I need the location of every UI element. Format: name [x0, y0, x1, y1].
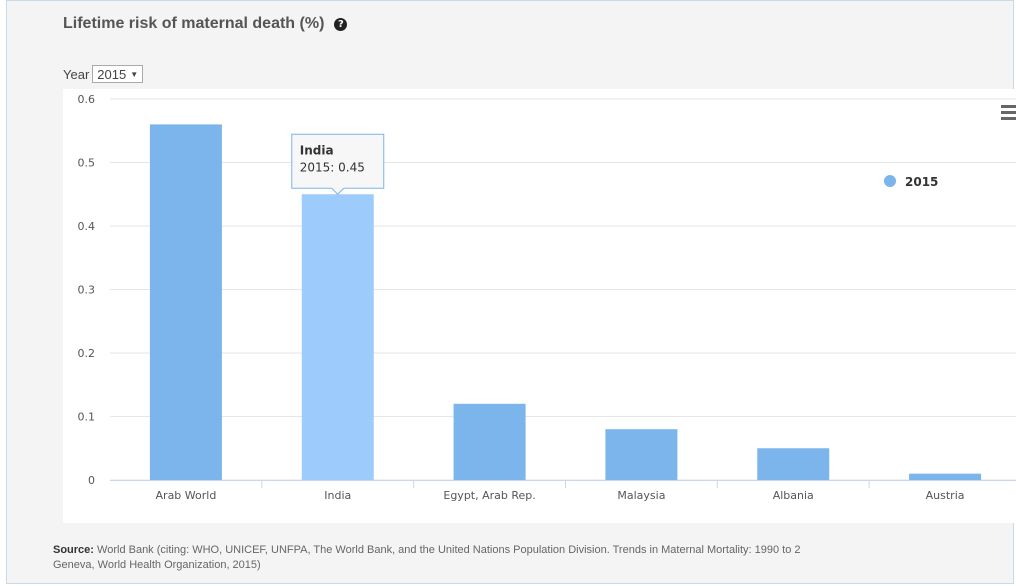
source-note: Source: World Bank (citing: WHO, UNICEF,… [53, 543, 1016, 573]
year-label: Year [63, 66, 90, 82]
tooltip-box [291, 133, 385, 195]
y-tick-label: 0.2 [78, 347, 96, 360]
legend-marker [884, 175, 896, 187]
year-select[interactable]: 2015 ▼ [92, 65, 144, 83]
hamburger-menu-icon[interactable] [1001, 105, 1016, 120]
chevron-down-icon: ▼ [130, 69, 139, 79]
year-select-value: 2015 [97, 66, 127, 82]
source-label: Source: [53, 544, 94, 556]
y-tick-label: 0.1 [78, 411, 96, 424]
tooltip-title: India [300, 143, 334, 157]
x-tick-label: Malaysia [617, 489, 665, 502]
bar-chart: 0 0.1 0.2 0.3 0.4 0.5 0.6 Arab World India Egypt,… [78, 93, 1016, 502]
source-line-2: Geneva, World Health Organization, 2015) [53, 559, 261, 571]
x-tick-label: Austria [926, 489, 965, 502]
y-tick-label: 0 [88, 474, 95, 487]
x-tick-label: Egypt, Arab Rep. [443, 489, 535, 502]
source-line-1: World Bank (citing: WHO, UNICEF, UNFPA, … [97, 544, 801, 556]
chart-title-row: Lifetime risk of maternal death (%) ? [63, 15, 348, 33]
y-tick-label: 0.6 [78, 93, 96, 106]
tooltip-value: 2015: 0.45 [300, 160, 365, 174]
question-circle-icon[interactable]: ? [334, 17, 348, 31]
bar-india [301, 194, 374, 480]
x-tick-label: India [324, 489, 351, 502]
y-tick-label: 0.4 [78, 220, 96, 233]
y-tick-label: 0.5 [78, 157, 96, 170]
year-filter: Year 2015 ▼ [63, 65, 144, 83]
y-tick-label: 0.3 [78, 284, 96, 297]
chart-area: 0 0.1 0.2 0.3 0.4 0.5 0.6 Arab World India Egypt,… [63, 89, 1016, 523]
bar-malaysia [605, 429, 678, 480]
legend-label: 2015 [905, 175, 938, 189]
bar-austria [909, 473, 982, 480]
x-tick-label: Arab World [156, 489, 217, 502]
chart-panel: Lifetime risk of maternal death (%) ? Ye… [6, 0, 1016, 584]
bar-arab-world [149, 124, 222, 481]
bar-albania [757, 448, 830, 480]
bar-egypt-arab-rep- [453, 403, 526, 480]
x-tick-label: Albania [773, 489, 814, 502]
chart-title: Lifetime risk of maternal death (%) [63, 15, 325, 32]
